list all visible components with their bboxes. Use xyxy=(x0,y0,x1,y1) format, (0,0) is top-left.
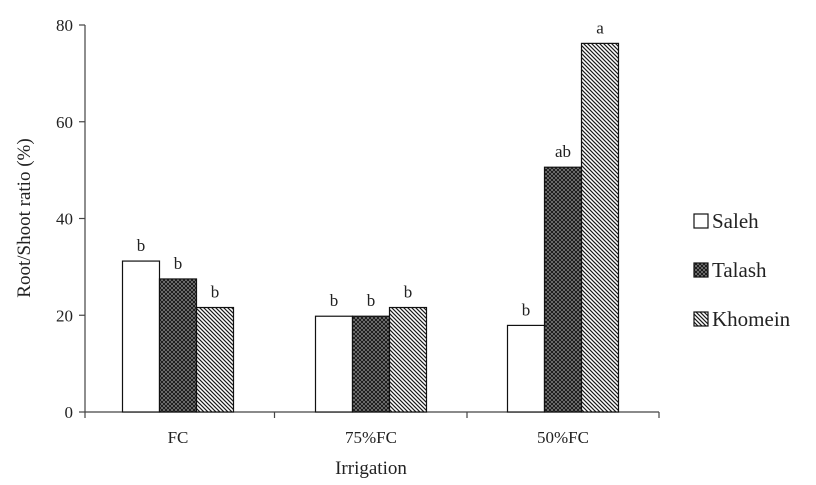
y-tick-label: 20 xyxy=(56,306,73,325)
x-tick-label: 75%FC xyxy=(345,428,397,447)
data-label: b xyxy=(330,291,339,310)
legend-label-khomein: Khomein xyxy=(712,307,791,331)
data-label: b xyxy=(367,291,376,310)
bar-saleh-50pctfc xyxy=(506,324,546,413)
legend-label-saleh: Saleh xyxy=(712,209,759,233)
legend-swatch-saleh xyxy=(693,213,709,229)
bar-khomein-50pctfc xyxy=(580,42,620,413)
data-label: b xyxy=(174,254,183,273)
data-label: b xyxy=(404,283,413,302)
x-tick-label: 50%FC xyxy=(537,428,589,447)
y-tick-label: 40 xyxy=(56,210,73,229)
bar-khomein-fc xyxy=(195,306,235,413)
legend-swatch-talash xyxy=(693,262,709,278)
y-tick-label: 0 xyxy=(65,403,74,422)
y-tick-label: 80 xyxy=(56,16,73,35)
x-tick-label: FC xyxy=(168,428,189,447)
y-axis-title: Root/Shoot ratio (%) xyxy=(14,138,35,297)
data-label: b xyxy=(211,283,220,302)
legend-label-talash: Talash xyxy=(712,258,767,282)
bar-saleh-fc xyxy=(121,260,161,413)
data-label: a xyxy=(596,18,604,37)
bar-khomein-75pctfc xyxy=(388,306,428,413)
data-label: b xyxy=(522,300,531,319)
bar-talash-50pctfc xyxy=(543,166,583,413)
legend-swatch-khomein xyxy=(693,311,709,327)
data-label: ab xyxy=(555,142,571,161)
bar-talash-fc xyxy=(158,278,198,413)
data-label: b xyxy=(137,236,146,255)
legend: Saleh Talash Khomein xyxy=(693,209,791,331)
bar-talash-75pctfc xyxy=(351,315,391,413)
bar-saleh-75pctfc xyxy=(314,315,354,413)
x-axis-title: Irrigation xyxy=(335,458,407,479)
y-tick-label: 60 xyxy=(56,113,73,132)
